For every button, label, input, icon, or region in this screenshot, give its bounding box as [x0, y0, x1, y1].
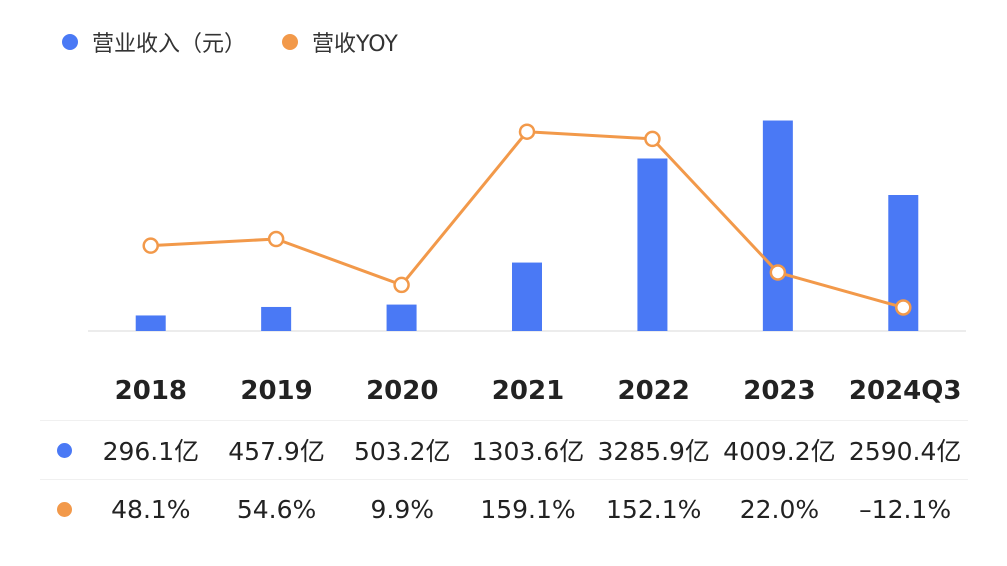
revenue-bar — [637, 158, 668, 331]
revenue-bar — [261, 306, 292, 331]
table-header-cell: 2020 — [366, 376, 439, 406]
yoy-dot — [56, 501, 72, 517]
row-marker-revenue — [40, 442, 88, 458]
revenue-cell: 1303.6亿 — [471, 437, 585, 466]
legend-revenue-label: 营业收入（元） — [92, 32, 247, 57]
yoy-cell: 9.9% — [370, 494, 435, 524]
table-header-cell: 2019 — [240, 376, 313, 406]
legend-revenue-dot — [62, 34, 78, 50]
revenue-bar — [762, 120, 793, 331]
revenue-dot — [56, 442, 72, 458]
revenue-bar — [512, 262, 542, 331]
yoy-cell: 48.1% — [111, 494, 191, 524]
revenue-bar — [386, 304, 417, 331]
table-row-yoy: 48.1% 54.6% 9.9% 159.1% 152.1% 22.0% –12… — [40, 479, 968, 538]
revenue-cell: 4009.2亿 — [723, 437, 836, 466]
table-header-cell: 2022 — [617, 376, 690, 406]
chart-legend: 营业收入（元） 营收YOY — [62, 26, 398, 58]
table-header-cell: 2024Q3 — [848, 376, 962, 406]
yoy-point — [518, 123, 536, 140]
yoy-cell: 54.6% — [236, 494, 317, 524]
revenue-cell: 503.2亿 — [353, 437, 451, 466]
legend-item-revenue: 营业收入（元） — [62, 26, 246, 58]
yoy-point — [142, 237, 159, 254]
table-header-cell: 2018 — [114, 376, 188, 406]
data-table: 2018 2019 2020 2021 2022 2023 2024Q3 296… — [40, 362, 968, 538]
legend-item-yoy: 营收YOY — [282, 26, 398, 58]
table-header-cell: 2021 — [491, 376, 565, 406]
yoy-point — [895, 299, 912, 316]
yoy-point — [769, 264, 787, 281]
yoy-point — [644, 130, 661, 148]
yoy-cell: 152.1% — [606, 494, 702, 524]
row-marker-yoy — [40, 501, 88, 517]
revenue-yoy-chart — [88, 120, 966, 332]
yoy-point — [393, 276, 410, 294]
revenue-cell: 3285.9亿 — [597, 437, 710, 466]
revenue-cell: 296.1亿 — [102, 437, 200, 466]
yoy-cell: 22.0% — [739, 494, 820, 524]
legend-yoy-label: 营收YOY — [312, 32, 398, 57]
yoy-cell: –12.1% — [859, 494, 952, 524]
table-header-row: 2018 2019 2020 2021 2022 2023 2024Q3 — [40, 362, 968, 420]
table-row-revenue: 296.1亿 457.9亿 503.2亿 1303.6亿 3285.9亿 400… — [40, 420, 968, 479]
yoy-cell: 159.1% — [480, 494, 576, 524]
legend-yoy-dot — [282, 34, 299, 50]
revenue-bar — [135, 315, 166, 331]
revenue-cell: 2590.4亿 — [848, 437, 962, 466]
yoy-point — [267, 230, 285, 248]
revenue-cell: 457.9亿 — [228, 437, 325, 466]
table-header-cell: 2023 — [743, 376, 816, 406]
